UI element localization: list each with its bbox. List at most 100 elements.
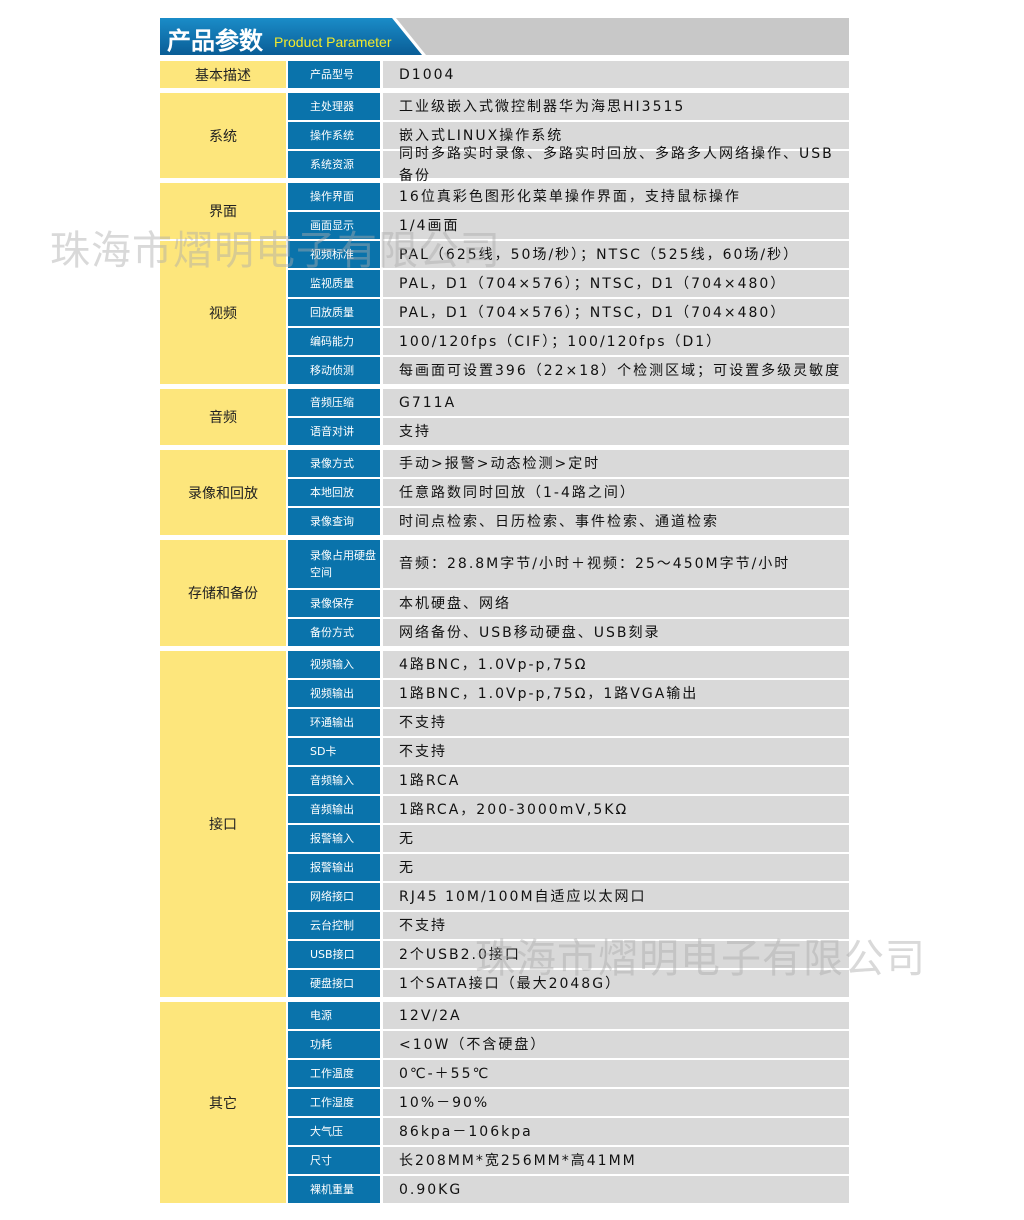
table-row: 云台控制 不支持 [288, 912, 849, 939]
row-label: 报警输出 [288, 854, 380, 881]
row-value: 无 [383, 825, 849, 852]
section-header: 产品参数 Product Parameter [160, 18, 849, 55]
row-value: 10%－90% [383, 1089, 849, 1116]
row-value: 本机硬盘、网络 [383, 590, 849, 617]
row-value: 0℃-＋55℃ [383, 1060, 849, 1087]
category-cell: 基本描述 [160, 61, 286, 88]
title-english: Product Parameter [274, 34, 392, 50]
row-label: 录像保存 [288, 590, 380, 617]
category-cell: 视频 [160, 241, 286, 384]
spec-group: 基本描述 产品型号 D1004 [160, 61, 849, 88]
row-label: SD卡 [288, 738, 380, 765]
table-row: 工作湿度 10%－90% [288, 1089, 849, 1116]
row-label: 备份方式 [288, 619, 380, 646]
row-label: 画面显示 [288, 212, 380, 239]
row-label: 录像方式 [288, 450, 380, 477]
table-row: 工作温度 0℃-＋55℃ [288, 1060, 849, 1087]
table-row: 操作系统 嵌入式LINUX操作系统 [288, 122, 849, 149]
table-row: 语音对讲 支持 [288, 418, 849, 445]
table-row: 电源 12V/2A [288, 1002, 849, 1029]
row-label: 语音对讲 [288, 418, 380, 445]
row-value: 音频：28.8M字节/小时＋视频：25～450M字节/小时 [383, 540, 849, 588]
table-row: SD卡 不支持 [288, 738, 849, 765]
table-row: 产品型号 D1004 [288, 61, 849, 88]
row-label: 视频输出 [288, 680, 380, 707]
row-label: 音频输出 [288, 796, 380, 823]
spec-table: 基本描述 产品型号 D1004 系统 主处理器 工业级嵌入式微控制器华为海思HI3515 操… [160, 61, 849, 1208]
row-label: 操作界面 [288, 183, 380, 210]
table-row: 大气压 86kpa－106kpa [288, 1118, 849, 1145]
table-row: 录像查询 时间点检索、日历检索、事件检索、通道检索 [288, 508, 849, 535]
row-label: 编码能力 [288, 328, 380, 355]
spec-group: 界面 操作界面 16位真彩色图形化菜单操作界面，支持鼠标操作 画面显示 1/4画面 [160, 183, 849, 239]
row-label: 监视质量 [288, 270, 380, 297]
row-label: 系统资源 [288, 151, 380, 178]
row-value: 不支持 [383, 912, 849, 939]
row-value: 100/120fps（CIF）；100/120fps（D1） [383, 328, 849, 355]
row-label: 视频标准 [288, 241, 380, 268]
row-label: 电源 [288, 1002, 380, 1029]
table-row: USB接口 2个USB2.0接口 [288, 941, 849, 968]
title-chinese: 产品参数 [167, 27, 263, 55]
row-value: 嵌入式LINUX操作系统 [383, 122, 849, 149]
table-row: 移动侦测 每画面可设置396（22×18）个检测区域；可设置多级灵敏度 [288, 357, 849, 384]
category-cell: 其它 [160, 1002, 286, 1203]
table-row: 功耗 <10W（不含硬盘） [288, 1031, 849, 1058]
table-row: 视频输出 1路BNC，1.0Vp-p,75Ω，1路VGA输出 [288, 680, 849, 707]
row-label: 硬盘接口 [288, 970, 380, 997]
table-row: 音频输入 1路RCA [288, 767, 849, 794]
table-row: 报警输出无 [288, 854, 849, 881]
table-row: 音频输出 1路RCA，200-3000mV,5KΩ [288, 796, 849, 823]
table-row: 主处理器 工业级嵌入式微控制器华为海思HI3515 [288, 93, 849, 120]
row-value: PAL（625线，50场/秒）；NTSC（525线，60场/秒） [383, 241, 849, 268]
row-value: 0.90KG [383, 1176, 849, 1203]
table-row: 报警输入无 [288, 825, 849, 852]
row-label: 音频输入 [288, 767, 380, 794]
row-label: 报警输入 [288, 825, 380, 852]
row-value: 1/4画面 [383, 212, 849, 239]
table-row: 回放质量 PAL，D1（704×576）；NTSC，D1（704×480） [288, 299, 849, 326]
row-value: 支持 [383, 418, 849, 445]
spec-group: 录像和回放 录像方式 手动>报警>动态检测>定时 本地回放 任意路数同时回放（1-4路之… [160, 450, 849, 535]
spec-group: 系统 主处理器 工业级嵌入式微控制器华为海思HI3515 操作系统 嵌入式LINUX操作… [160, 93, 849, 184]
table-row: 系统资源 同时多路实时录像、多路实时回放、多路多人网络操作、USB备份 [288, 146, 849, 184]
table-row: 本地回放 任意路数同时回放（1-4路之间） [288, 479, 849, 506]
category-cell: 存储和备份 [160, 540, 286, 646]
row-value: 任意路数同时回放（1-4路之间） [383, 479, 849, 506]
row-label: 产品型号 [288, 61, 380, 88]
row-label: 裸机重量 [288, 1176, 380, 1203]
row-label: 视频输入 [288, 651, 380, 678]
row-label: 功耗 [288, 1031, 380, 1058]
row-value: 1路BNC，1.0Vp-p,75Ω，1路VGA输出 [383, 680, 849, 707]
row-label: 操作系统 [288, 122, 380, 149]
spec-group: 音频 音频压缩 G711A 语音对讲 支持 [160, 389, 849, 445]
row-value: 网络备份、USB移动硬盘、USB刻录 [383, 619, 849, 646]
spec-group: 存储和备份 录像占用硬盘空间 音频：28.8M字节/小时＋视频：25～450M字节/… [160, 540, 849, 646]
row-label: 尺寸 [288, 1147, 380, 1174]
table-row: 监视质量 PAL，D1（704×576）；NTSC，D1（704×480） [288, 270, 849, 297]
table-row: 编码能力 100/120fps（CIF）；100/120fps（D1） [288, 328, 849, 355]
category-cell: 接口 [160, 651, 286, 997]
row-value: RJ45 10M/100M自适应以太网口 [383, 883, 849, 910]
row-value: 1路RCA [383, 767, 849, 794]
header-tab: 产品参数 Product Parameter [160, 18, 422, 55]
table-row: 视频标准 PAL（625线，50场/秒）；NTSC（525线，60场/秒） [288, 241, 849, 268]
table-row: 尺寸 长208MM*宽256MM*高41MM [288, 1147, 849, 1174]
table-row: 录像保存 本机硬盘、网络 [288, 590, 849, 617]
row-value: D1004 [383, 61, 849, 88]
row-label: 环通输出 [288, 709, 380, 736]
table-row: 硬盘接口 1个SATA接口（最大2048G） [288, 970, 849, 997]
row-value: 不支持 [383, 709, 849, 736]
row-value: 4路BNC，1.0Vp-p,75Ω [383, 651, 849, 678]
row-value: 无 [383, 854, 849, 881]
spec-group: 视频 视频标准 PAL（625线，50场/秒）；NTSC（525线，60场/秒） 监视… [160, 241, 849, 384]
row-value: PAL，D1（704×576）；NTSC，D1（704×480） [383, 270, 849, 297]
row-label: 网络接口 [288, 883, 380, 910]
table-row: 环通输出 不支持 [288, 709, 849, 736]
row-label: USB接口 [288, 941, 380, 968]
row-label: 大气压 [288, 1118, 380, 1145]
table-row: 视频输入 4路BNC，1.0Vp-p,75Ω [288, 651, 849, 678]
table-row: 画面显示 1/4画面 [288, 212, 849, 239]
table-row: 音频压缩 G711A [288, 389, 849, 416]
row-value: 手动>报警>动态检测>定时 [383, 450, 849, 477]
